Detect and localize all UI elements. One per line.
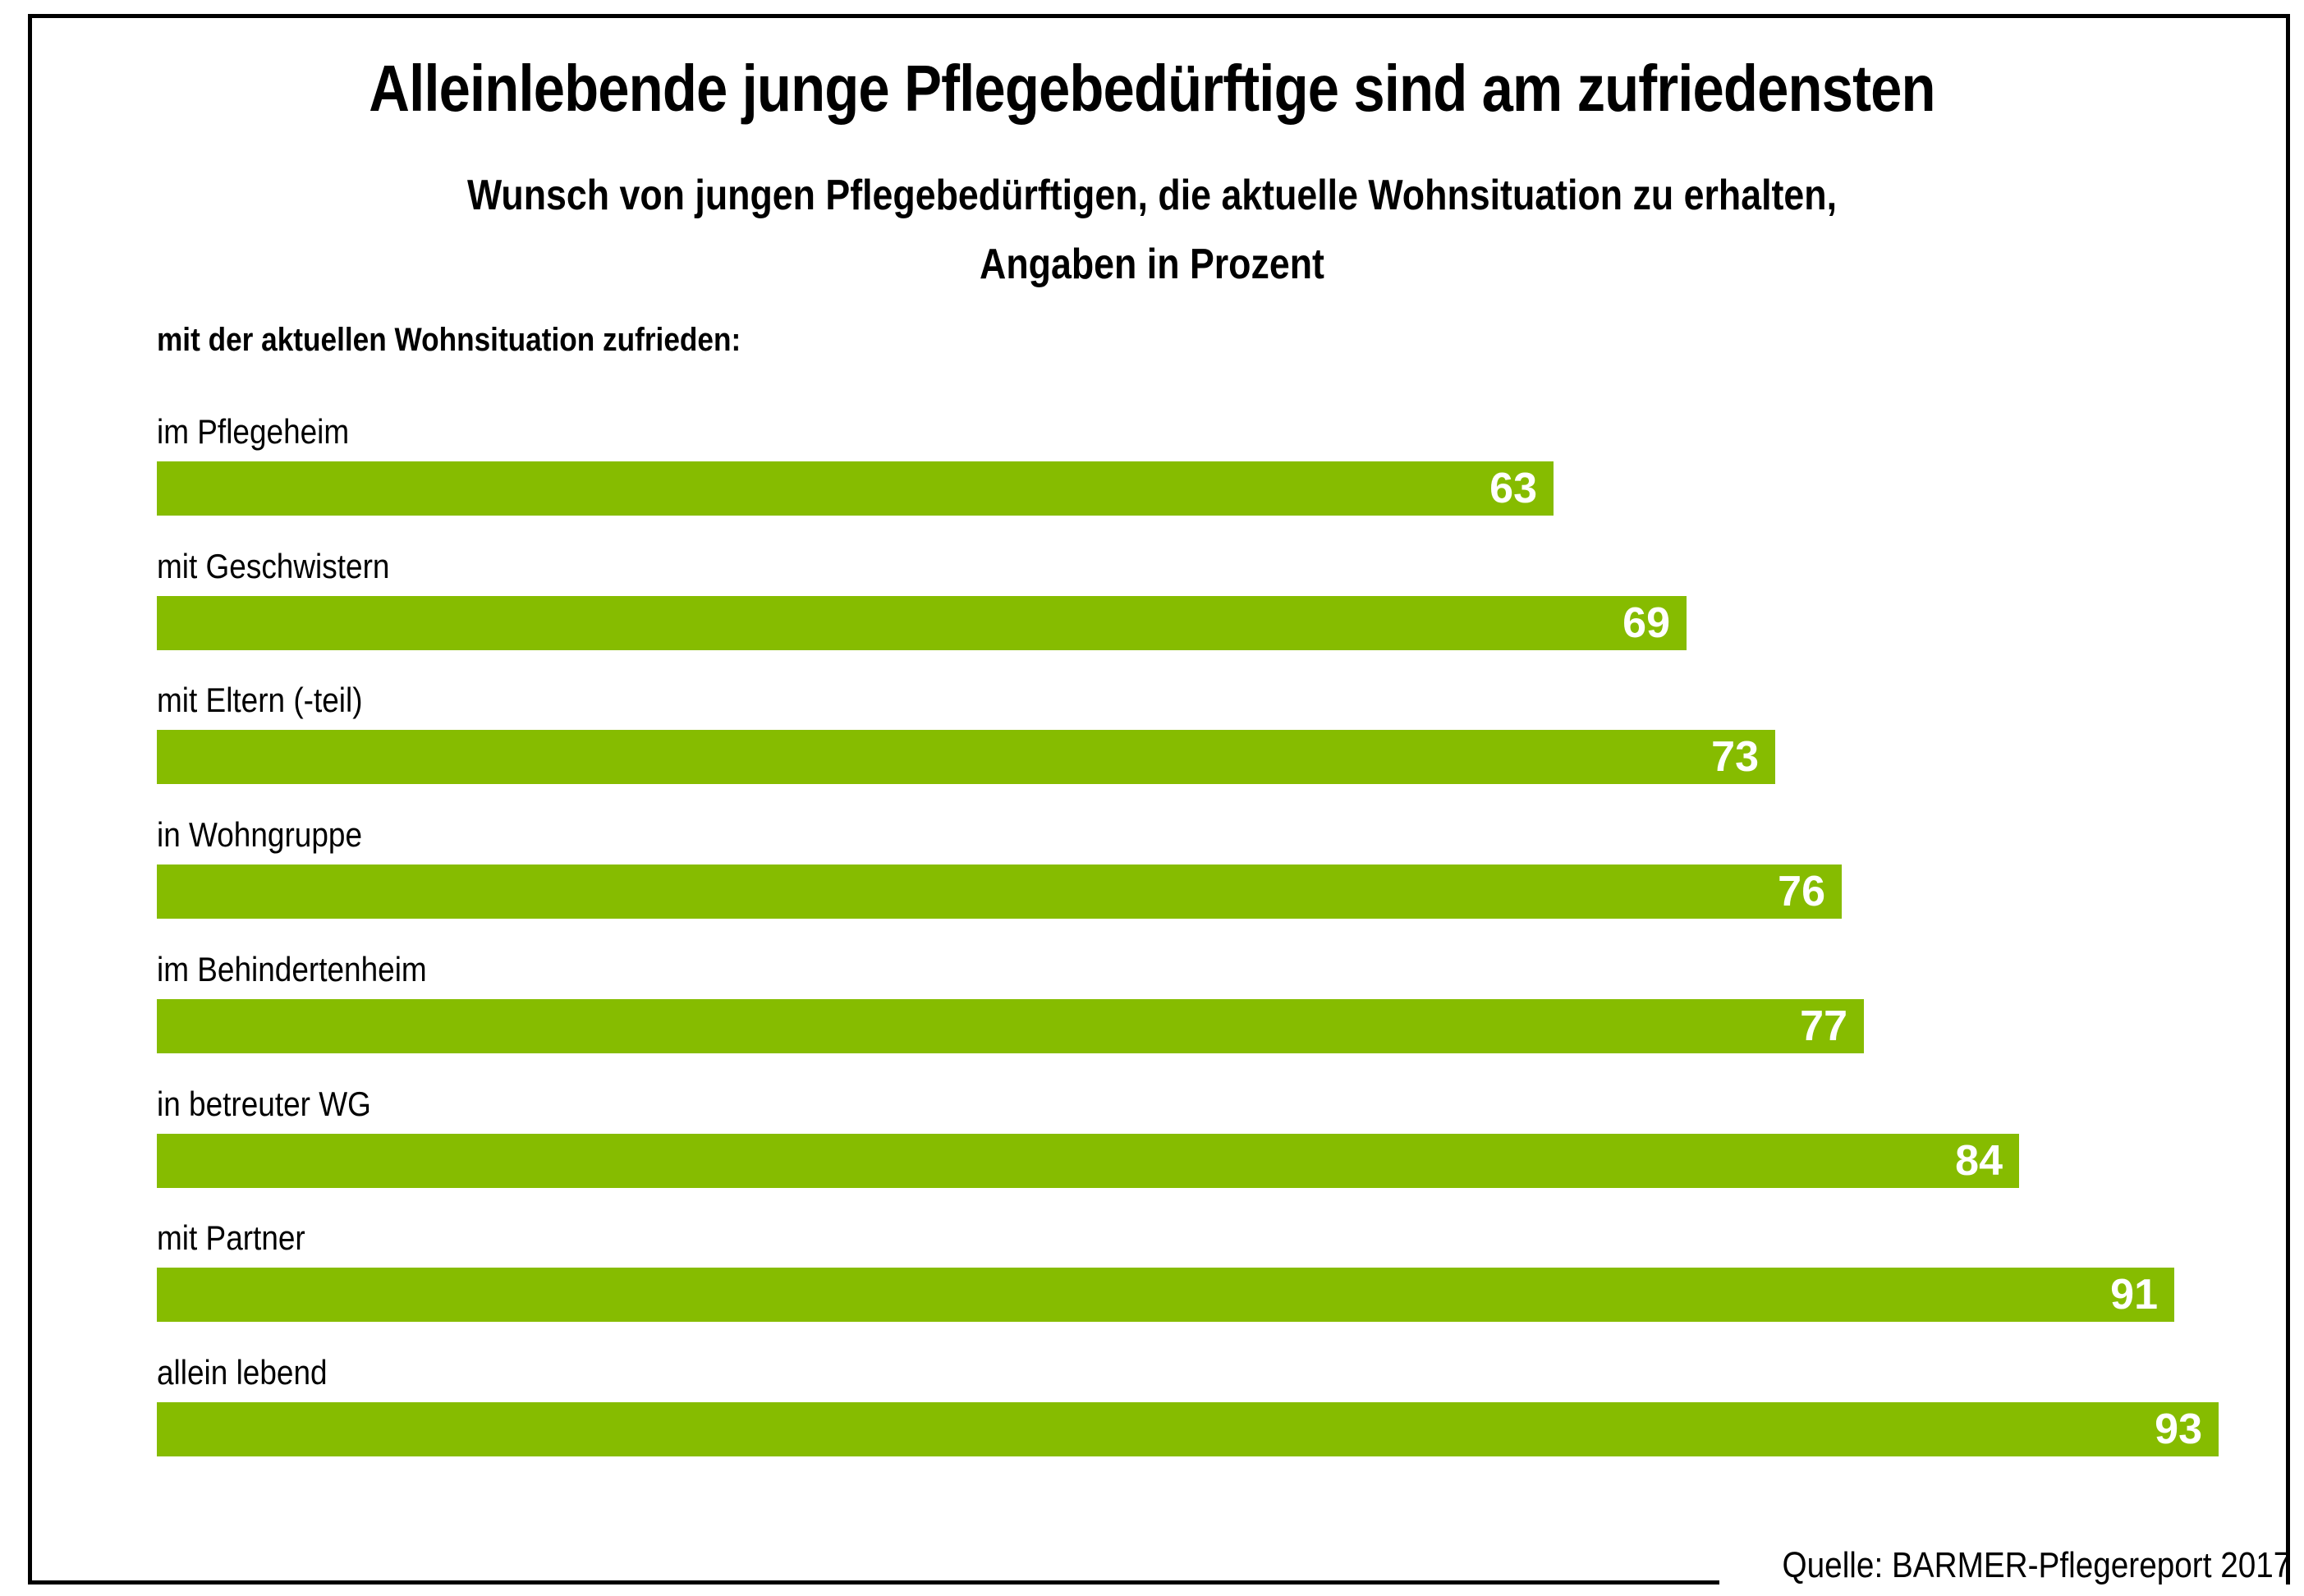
category-label: mit Partner — [157, 1218, 305, 1258]
bar — [157, 461, 1554, 516]
category-label: im Behindertenheim — [157, 949, 427, 988]
bar — [157, 1401, 2219, 1456]
category-label: im Pflegeheim — [157, 412, 350, 451]
bar-value-label: 77 — [1800, 1002, 1847, 1050]
bar — [157, 1268, 2174, 1323]
frame-bottom-border — [28, 1580, 1719, 1585]
bar-value-label: 76 — [1778, 868, 1825, 916]
category-label: mit Eltern (-teil) — [157, 681, 363, 720]
category-label: allein lebend — [157, 1352, 328, 1392]
category-label: mit Geschwistern — [157, 546, 390, 585]
chart-title: Alleinlebende junge Pflegebedürftige sin… — [369, 52, 1935, 125]
bar-value-label: 63 — [1489, 465, 1537, 512]
bar-value-label: 73 — [1711, 733, 1759, 782]
chart-subtitle-line1: Wunsch von jungen Pflegebedürftigen, die… — [466, 172, 1838, 219]
bar-value-label: 93 — [2155, 1405, 2202, 1453]
bar — [157, 595, 1687, 650]
section-label: mit der aktuellen Wohnsituation zufriede… — [157, 322, 741, 358]
chart-frame — [28, 14, 2290, 1585]
bar-value-label: 69 — [1622, 598, 1670, 647]
category-label: in Wohngruppe — [157, 815, 363, 855]
source-note: Quelle: BARMER-Pflegereport 2017 — [1782, 1545, 2291, 1585]
chart-subtitle-line2: Angaben in Prozent — [980, 241, 1324, 288]
bar — [157, 730, 1775, 785]
bar — [157, 864, 1842, 920]
bar — [157, 1133, 2019, 1188]
category-label: in betreuter WG — [157, 1084, 371, 1123]
bar-value-label: 84 — [1955, 1136, 2003, 1185]
bar-value-label: 91 — [2110, 1271, 2158, 1319]
bar — [157, 998, 1864, 1053]
